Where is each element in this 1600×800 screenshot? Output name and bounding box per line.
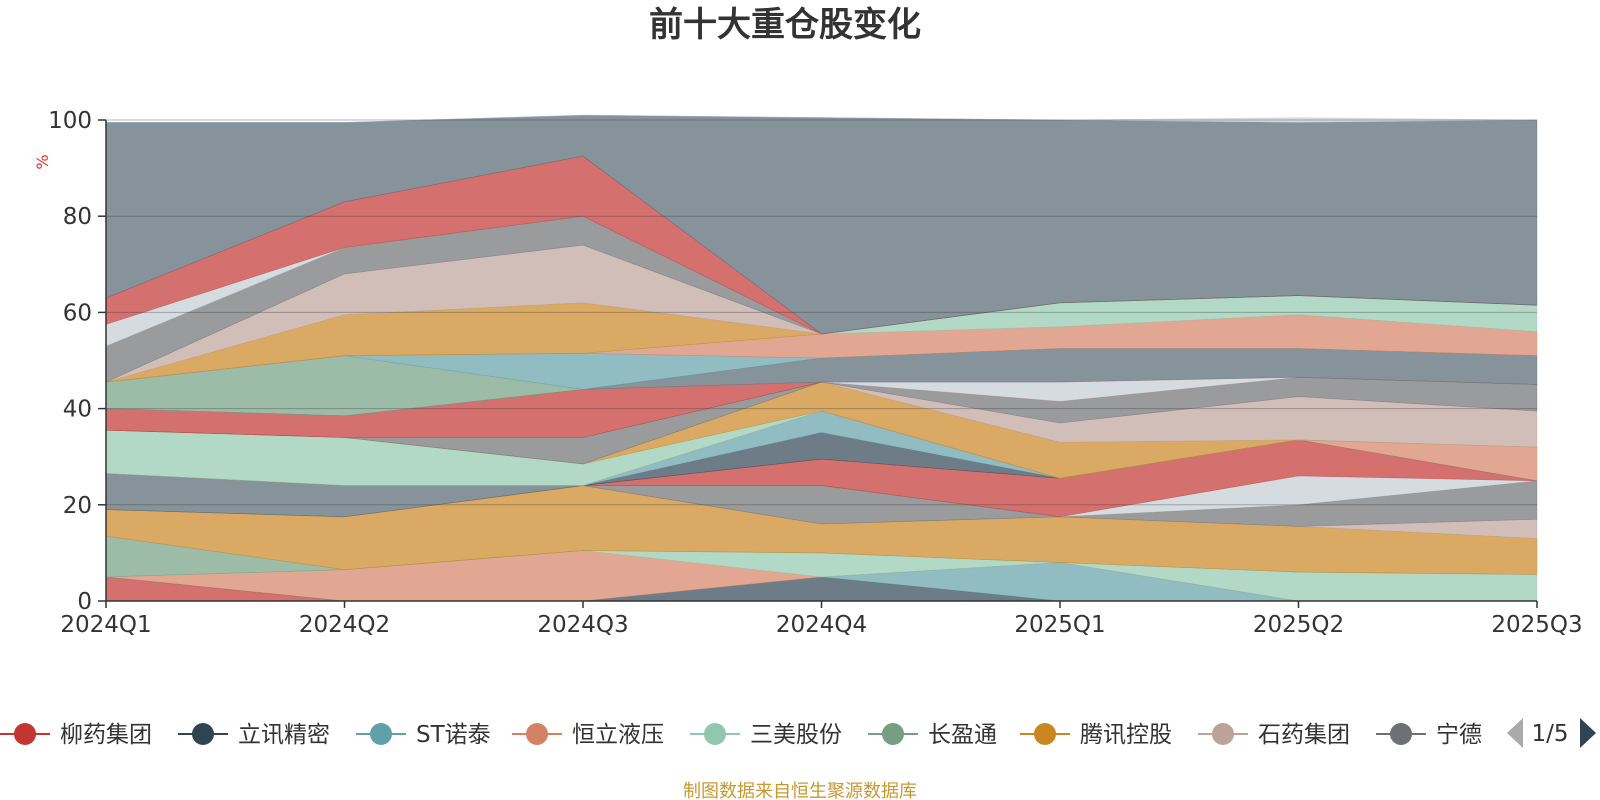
x-tick-label-6: 2025Q2 — [1253, 612, 1344, 638]
legend-item-8[interactable]: 石药集团 — [1198, 722, 1350, 748]
y-tick-label-40: 40 — [63, 397, 92, 423]
legend-marker-icon — [526, 723, 548, 745]
legend-marker-icon — [1390, 723, 1412, 745]
legend-marker-icon — [192, 723, 214, 745]
legend-page-indicator: 1/5 — [1531, 721, 1568, 747]
area-series-group — [105, 114, 1538, 602]
legend-marker-icon — [1034, 723, 1056, 745]
x-tick-label-5: 2025Q1 — [1014, 612, 1105, 638]
area-series-33[interactable] — [106, 114, 1538, 123]
legend-item-9[interactable]: 宁德 — [1376, 722, 1482, 748]
y-axis-unit: % — [33, 154, 52, 169]
x-tick-label-7: 2025Q3 — [1491, 612, 1582, 638]
legend: 柳药集团 立讯精密 ST诺泰 恒立液压 三美股份 长盈通 腾讯控股 石药集团 宁德 — [0, 722, 1482, 748]
legend-marker-icon — [882, 723, 904, 745]
legend-item-4[interactable]: 恒立液压 — [512, 722, 664, 748]
y-tick-label-60: 60 — [63, 300, 92, 326]
chart-title: 前十大重仓股变化 — [649, 5, 921, 45]
legend-label: 立讯精密 — [238, 722, 330, 748]
legend-label: ST诺泰 — [416, 722, 491, 748]
legend-pager: 1/5 — [1507, 718, 1596, 748]
legend-label: 长盈通 — [928, 722, 997, 748]
legend-label: 宁德 — [1436, 722, 1482, 748]
plot-area: 0 20 40 60 80 100 2024Q1 2024Q2 2024Q3 2024Q4 2025… — [48, 108, 1583, 638]
x-tick-label-1: 2024Q1 — [60, 612, 151, 638]
y-tick-label-0: 0 — [77, 589, 92, 615]
grid-lines — [106, 119, 1537, 506]
legend-marker-icon — [370, 723, 392, 745]
legend-prev-page-icon[interactable] — [1507, 718, 1523, 748]
legend-label: 腾讯控股 — [1080, 722, 1172, 748]
x-tick-label-4: 2024Q4 — [776, 612, 867, 638]
y-tick-label-80: 80 — [63, 204, 92, 230]
axes: 0 20 40 60 80 100 2024Q1 2024Q2 2024Q3 2024Q4 2025… — [48, 108, 1583, 638]
legend-next-page-icon[interactable] — [1580, 718, 1596, 748]
x-tick-label-3: 2024Q3 — [537, 612, 628, 638]
legend-marker-icon — [704, 723, 726, 745]
legend-label: 柳药集团 — [60, 722, 152, 748]
y-tick-label-100: 100 — [48, 108, 92, 134]
legend-item-2[interactable]: 立讯精密 — [178, 722, 330, 748]
legend-label: 恒立液压 — [572, 722, 664, 748]
legend-marker-icon — [1212, 723, 1234, 745]
y-tick-label-20: 20 — [63, 493, 92, 519]
legend-item-5[interactable]: 三美股份 — [690, 722, 842, 748]
legend-item-7[interactable]: 腾讯控股 — [1020, 722, 1172, 748]
x-tick-label-2: 2024Q2 — [299, 612, 390, 638]
legend-item-3[interactable]: ST诺泰 — [356, 722, 491, 748]
legend-item-6[interactable]: 长盈通 — [868, 722, 997, 748]
data-source-note: 制图数据来自恒生聚源数据库 — [683, 781, 917, 800]
legend-marker-icon — [14, 723, 36, 745]
legend-label: 石药集团 — [1258, 722, 1350, 748]
legend-label: 三美股份 — [750, 722, 842, 748]
legend-item-1[interactable]: 柳药集团 — [0, 722, 152, 748]
